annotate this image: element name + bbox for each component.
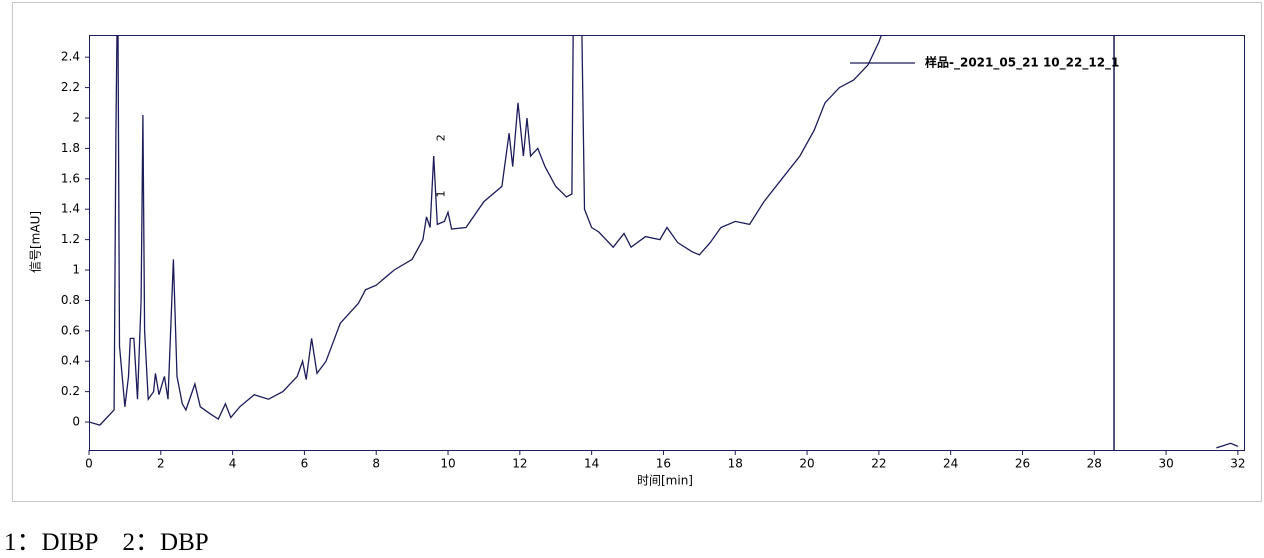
x-tick-label: 18 xyxy=(728,457,743,471)
x-tick-label: 30 xyxy=(1158,457,1173,471)
x-tick-label: 12 xyxy=(512,457,527,471)
y-axis-label: 信号[mAU] xyxy=(29,211,43,273)
x-tick-label: 32 xyxy=(1230,457,1245,471)
y-tick-label: 0.4 xyxy=(61,354,80,368)
x-tick-label: 0 xyxy=(85,457,93,471)
y-tick-label: 1.8 xyxy=(61,141,80,155)
plot-area xyxy=(89,35,1245,451)
chart: 时间[min] 信号[mAU] 0 2 4 6 8 10 12 14 16 18 20 22 24 26 2… xyxy=(12,2,1262,502)
y-tick-label: 2.2 xyxy=(61,80,80,94)
frame xyxy=(12,2,1262,502)
y-tick-label: 0.6 xyxy=(61,323,80,337)
x-tick-label: 14 xyxy=(584,457,599,471)
data-line xyxy=(89,35,1239,449)
x-tick-label: 10 xyxy=(440,457,455,471)
x-tick-label: 28 xyxy=(1087,457,1102,471)
x-axis-label: 时间[min] xyxy=(637,474,693,488)
y-tick-label: 1.4 xyxy=(61,202,80,216)
peak-label: 1 xyxy=(434,191,447,198)
y-tick-label: 1.2 xyxy=(61,232,80,246)
y-tick-label: 0.2 xyxy=(61,384,80,398)
legend-label: 样品-_2021_05_21 10_22_12_1 xyxy=(925,55,1119,71)
y-tick-label: 1 xyxy=(72,263,80,277)
peak-label: 2 xyxy=(434,134,447,141)
x-tick-label: 22 xyxy=(871,457,886,471)
y-tick-label: 1.6 xyxy=(61,171,80,185)
x-tick-label: 20 xyxy=(799,457,814,471)
y-tick-label: 0.8 xyxy=(61,293,80,307)
x-tick-label: 8 xyxy=(372,457,380,471)
x-tick-label: 16 xyxy=(656,457,671,471)
y-tick-label: 0 xyxy=(72,415,80,429)
x-tick-label: 2 xyxy=(157,457,165,471)
y-tick-label: 2 xyxy=(72,111,80,125)
caption: 1：DIBP 2：DBP xyxy=(4,529,209,556)
y-tick-label: 2.4 xyxy=(61,50,80,64)
x-tick-label: 24 xyxy=(943,457,958,471)
x-tick-label: 6 xyxy=(301,457,309,471)
x-tick-label: 26 xyxy=(1015,457,1030,471)
x-tick-label: 4 xyxy=(229,457,237,471)
